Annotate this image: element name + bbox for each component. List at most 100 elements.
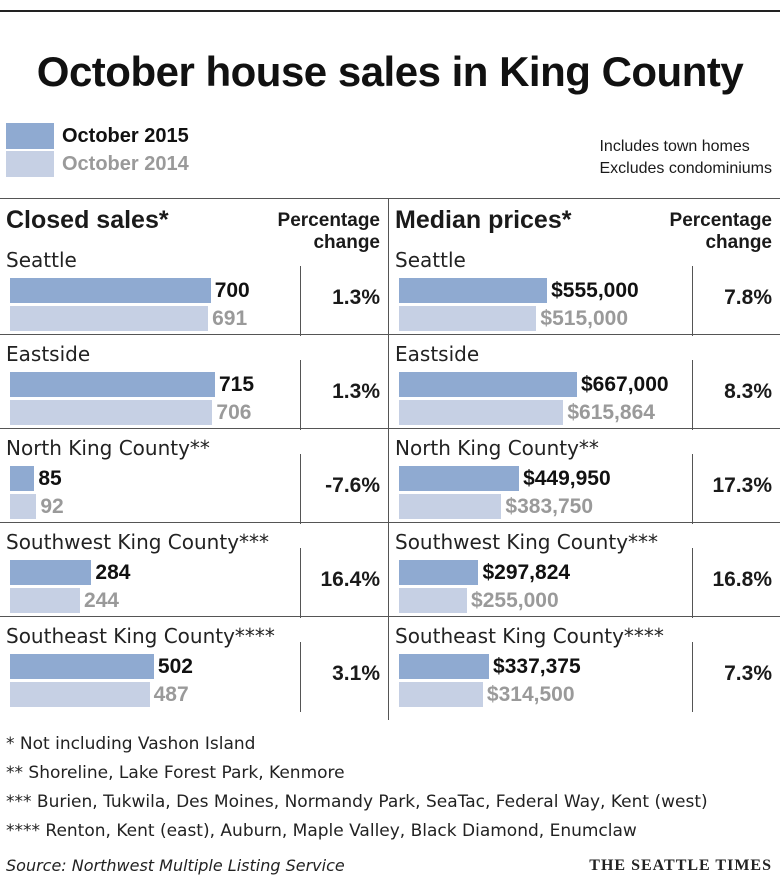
legend-swatch-2015 bbox=[6, 123, 54, 149]
pct-change-value: 16.4% bbox=[320, 568, 380, 591]
value-label-2015: 700 bbox=[214, 279, 250, 302]
pct-divider bbox=[692, 454, 693, 524]
region-name: Southwest King County*** bbox=[395, 530, 659, 554]
publisher-credit: THE SEATTLE TIMES bbox=[589, 857, 772, 874]
bar-2014 bbox=[10, 306, 209, 331]
value-label-2014: 691 bbox=[212, 307, 248, 330]
value-label-2015: 284 bbox=[95, 561, 131, 584]
closed-sales-panel: Closed sales* Percentage change Seattle 7… bbox=[0, 198, 388, 720]
pct-change-value: 17.3% bbox=[712, 474, 772, 497]
bar-2014 bbox=[399, 588, 468, 613]
bar-2014 bbox=[399, 682, 483, 707]
bar-2015 bbox=[399, 560, 479, 585]
region-name: North King County** bbox=[6, 436, 210, 460]
region-name: Eastside bbox=[395, 342, 480, 366]
pct-divider bbox=[300, 360, 301, 430]
bar-2014 bbox=[10, 588, 80, 613]
top-rule bbox=[0, 10, 780, 12]
pct-change-value: 1.3% bbox=[332, 286, 380, 309]
legend-item-2015: October 2015 bbox=[6, 122, 189, 150]
value-label-2014: $255,000 bbox=[471, 589, 559, 612]
value-label-2015: 502 bbox=[157, 655, 193, 678]
note-townhomes: Includes town homes bbox=[599, 138, 750, 155]
bar-2014 bbox=[10, 494, 37, 519]
region-separator bbox=[0, 428, 388, 429]
pct-change-value: -7.6% bbox=[325, 474, 380, 497]
region-row: North King County** $449,950 $383,750 17.3% bbox=[389, 436, 780, 530]
value-label-2014: $383,750 bbox=[505, 495, 593, 518]
legend: October 2015 October 2014 bbox=[6, 122, 189, 178]
region-row: Seattle $555,000 $515,000 7.8% bbox=[389, 248, 780, 342]
pct-change-header: Percentage change bbox=[670, 210, 772, 254]
pct-change-value: 8.3% bbox=[724, 380, 772, 403]
region-name: North King County** bbox=[395, 436, 599, 460]
bar-2015 bbox=[10, 654, 154, 679]
region-row: Southwest King County*** 284 244 16.4% bbox=[0, 530, 388, 624]
bar-2015 bbox=[10, 278, 211, 303]
value-label-2014: $615,864 bbox=[567, 401, 655, 424]
pct-divider bbox=[300, 266, 301, 336]
legend-label-2014: October 2014 bbox=[62, 152, 189, 175]
region-separator bbox=[0, 334, 388, 335]
region-row: Southeast King County**** 502 487 3.1% bbox=[0, 624, 388, 718]
bar-2014 bbox=[399, 306, 537, 331]
region-row: Eastside 715 706 1.3% bbox=[0, 342, 388, 436]
pct-divider bbox=[692, 266, 693, 336]
pct-change-value: 3.1% bbox=[332, 662, 380, 685]
region-row: Eastside $667,000 $615,864 8.3% bbox=[389, 342, 780, 436]
pct-header-line1: Percentage bbox=[277, 210, 380, 231]
pct-divider bbox=[300, 548, 301, 618]
pct-change-value: 7.3% bbox=[724, 662, 772, 685]
value-label-2014: $314,500 bbox=[486, 683, 575, 706]
bar-2015 bbox=[10, 466, 35, 491]
pct-change-value: 1.3% bbox=[332, 380, 380, 403]
region-name: Seattle bbox=[395, 248, 466, 272]
pct-change-value: 16.8% bbox=[712, 568, 772, 591]
value-label-2014: 706 bbox=[216, 401, 252, 424]
footnotes: * Not including Vashon Island ** Shoreli… bbox=[6, 730, 708, 846]
pct-change-value: 7.8% bbox=[724, 286, 772, 309]
median-prices-panel: Median prices* Percentage change Seattle… bbox=[389, 198, 780, 720]
bar-2015 bbox=[10, 372, 215, 397]
pct-divider bbox=[692, 642, 693, 712]
bar-2014 bbox=[10, 400, 213, 425]
pct-divider bbox=[692, 360, 693, 430]
bar-2015 bbox=[399, 372, 577, 397]
legend-item-2014: October 2014 bbox=[6, 150, 189, 178]
pct-divider bbox=[300, 642, 301, 712]
legend-label-2015: October 2015 bbox=[62, 124, 189, 147]
footnote-3: *** Burien, Tukwila, Des Moines, Normand… bbox=[6, 792, 708, 812]
region-name: Eastside bbox=[6, 342, 91, 366]
footnote-1: * Not including Vashon Island bbox=[6, 734, 256, 754]
value-label-2015: $555,000 bbox=[551, 279, 639, 302]
bar-2015 bbox=[399, 654, 490, 679]
footnote-4: **** Renton, Kent (east), Auburn, Maple … bbox=[6, 821, 637, 841]
legend-swatch-2014 bbox=[6, 151, 54, 177]
pct-header-line2: change bbox=[705, 232, 772, 253]
value-label-2015: $449,950 bbox=[523, 467, 611, 490]
header-divider bbox=[0, 198, 780, 199]
region-name: Southeast King County**** bbox=[6, 624, 275, 648]
value-label-2015: 715 bbox=[219, 373, 255, 396]
region-separator bbox=[389, 616, 780, 617]
bar-2015 bbox=[10, 560, 92, 585]
pct-divider bbox=[300, 454, 301, 524]
region-separator bbox=[389, 522, 780, 523]
note-condos: Excludes condominiums bbox=[599, 160, 772, 177]
source-note: Source: Northwest Multiple Listing Servi… bbox=[6, 856, 345, 875]
bar-2014 bbox=[399, 494, 502, 519]
region-separator bbox=[0, 522, 388, 523]
value-label-2014: 92 bbox=[40, 495, 64, 518]
region-row: North King County** 85 92 -7.6% bbox=[0, 436, 388, 530]
bar-2015 bbox=[399, 466, 520, 491]
value-label-2014: $515,000 bbox=[540, 307, 629, 330]
value-label-2015: $297,824 bbox=[482, 561, 571, 584]
pct-header-line2: change bbox=[313, 232, 380, 253]
region-row: Seattle 700 691 1.3% bbox=[0, 248, 388, 342]
region-name: Southwest King County*** bbox=[6, 530, 270, 554]
pct-header-line1: Percentage bbox=[669, 210, 772, 231]
value-label-2015: $667,000 bbox=[581, 373, 669, 396]
region-row: Southwest King County*** $297,824 $255,000… bbox=[389, 530, 780, 624]
region-separator bbox=[389, 334, 780, 335]
bar-2014 bbox=[10, 682, 150, 707]
